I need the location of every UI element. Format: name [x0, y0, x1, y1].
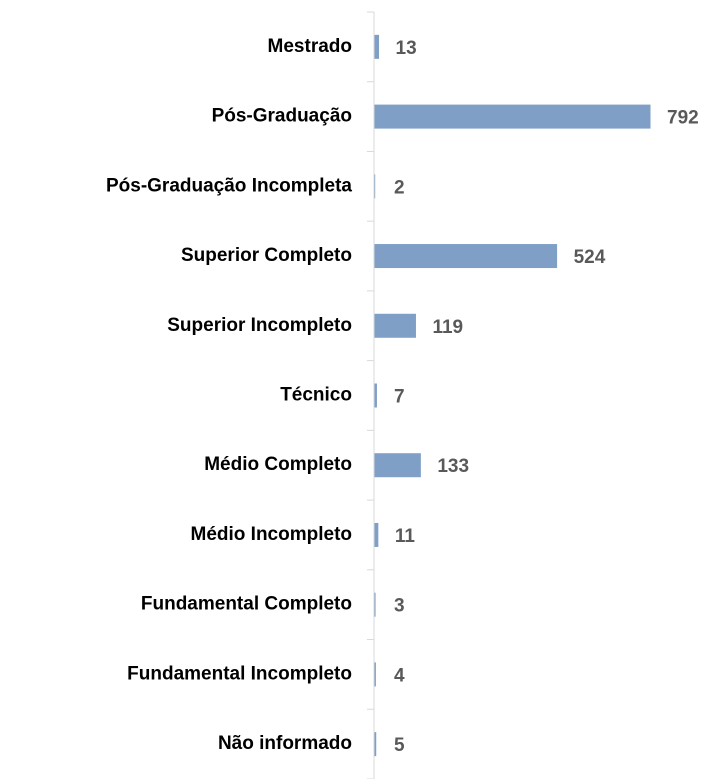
bar: [374, 174, 376, 199]
bar: [374, 34, 380, 59]
value-label: 119: [432, 317, 463, 338]
value-label: 4: [394, 665, 405, 686]
value-label: 3: [394, 596, 405, 617]
category-label: Médio Completo: [204, 454, 352, 475]
bar: [374, 453, 421, 478]
value-label: 11: [395, 526, 416, 547]
category-label: Fundamental Completo: [141, 594, 352, 615]
category-label: Médio Incompleto: [191, 524, 353, 545]
value-label: 7: [394, 387, 405, 408]
category-label: Pós-Graduação Incompleta: [106, 175, 352, 196]
category-label: Mestrado: [268, 36, 352, 57]
category-label: Não informado: [218, 733, 352, 754]
category-label: Superior Completo: [181, 245, 352, 266]
value-label: 792: [667, 108, 699, 129]
bar: [374, 244, 558, 269]
value-label: 13: [396, 38, 417, 59]
bar: [374, 662, 376, 687]
category-label: Superior Incompleto: [167, 315, 352, 336]
value-label: 524: [574, 247, 606, 268]
category-label: Técnico: [280, 385, 352, 406]
value-label: 2: [394, 177, 405, 198]
value-label: 5: [394, 735, 405, 756]
bar: [374, 104, 651, 129]
bar: [374, 732, 377, 757]
bar: [374, 313, 416, 338]
bar: [374, 383, 377, 408]
category-label: Fundamental Incompleto: [127, 663, 352, 684]
category-label: Pós-Graduação: [212, 106, 352, 127]
bar: [374, 522, 379, 547]
value-label: 133: [437, 456, 469, 477]
bar: [374, 592, 376, 617]
